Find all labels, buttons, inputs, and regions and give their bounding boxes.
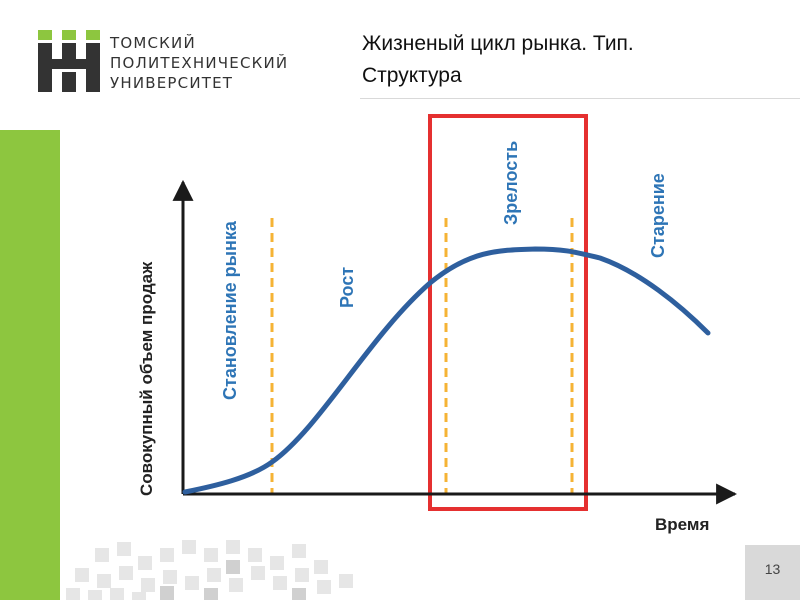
- page-number-box: 13: [745, 545, 800, 600]
- slide-title: Жизненый цикл рынка. Тип. Структура: [362, 32, 634, 87]
- header-divider: [360, 98, 800, 99]
- university-name: ТОМСКИЙ ПОЛИТЕХНИЧЕСКИЙ УНИВЕРСИТЕТ: [110, 34, 289, 92]
- page-number: 13: [764, 561, 781, 577]
- y-axis-label: Совокупный объем продаж: [137, 261, 156, 496]
- phase-label-maturity: Зрелость: [501, 141, 521, 225]
- x-axis-label: Время: [655, 515, 709, 534]
- phase-label-growth: Рост: [337, 267, 357, 308]
- university-logo: [38, 30, 100, 92]
- sales-curve: [182, 246, 711, 495]
- phase-label-emergence: Становление рынка: [220, 220, 240, 400]
- phase-label-decline: Старение: [648, 173, 668, 258]
- maturity-highlight-frame: [428, 114, 588, 511]
- accent-bar: [0, 130, 60, 600]
